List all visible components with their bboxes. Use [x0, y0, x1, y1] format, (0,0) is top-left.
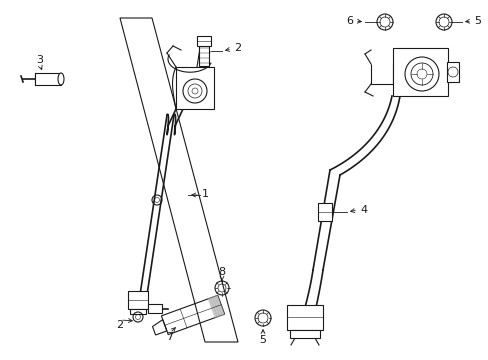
- Bar: [128, 291, 148, 309]
- Bar: [446, 62, 458, 82]
- Bar: [392, 48, 447, 96]
- Text: 5: 5: [259, 335, 266, 345]
- Text: 2: 2: [234, 43, 241, 53]
- Bar: [35, 73, 61, 85]
- Bar: [176, 67, 214, 109]
- Bar: [197, 36, 210, 46]
- Text: 2: 2: [116, 320, 123, 330]
- Bar: [289, 330, 319, 338]
- Polygon shape: [215, 296, 224, 315]
- Text: 3: 3: [37, 55, 43, 65]
- Polygon shape: [213, 296, 222, 316]
- Bar: [130, 309, 146, 314]
- Text: 7: 7: [166, 332, 173, 342]
- Text: 5: 5: [473, 16, 480, 26]
- Text: 1: 1: [202, 189, 208, 199]
- Bar: [199, 44, 208, 66]
- Ellipse shape: [58, 73, 64, 85]
- Text: 8: 8: [218, 267, 225, 277]
- Bar: [317, 203, 331, 221]
- Bar: [286, 305, 323, 330]
- Polygon shape: [208, 298, 217, 318]
- Bar: [148, 304, 162, 313]
- Text: 4: 4: [359, 205, 366, 215]
- Polygon shape: [210, 297, 219, 317]
- Text: 6: 6: [346, 16, 352, 26]
